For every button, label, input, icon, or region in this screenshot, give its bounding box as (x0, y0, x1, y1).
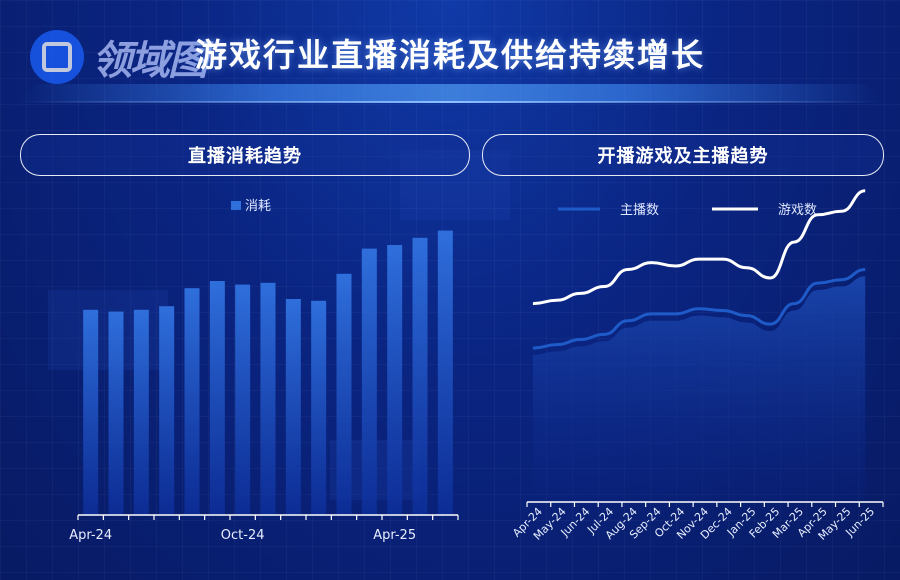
legend-label-consumption: 消耗 (245, 199, 271, 214)
bar-Nov-24 (260, 282, 276, 515)
title-underbar (18, 84, 882, 102)
logo-icon (30, 30, 84, 84)
bar-Sep-24 (209, 281, 225, 515)
legend-label-anchors: 主播数 (620, 203, 659, 218)
bar-Apr-24 (83, 309, 99, 515)
x-tick-label: Oct-24 (221, 528, 265, 543)
left-panel-title: 直播消耗趋势 (188, 146, 302, 167)
bar-Oct-24 (235, 284, 251, 515)
page-title: 游戏行业直播消耗及供给持续增长 (194, 36, 705, 74)
anchors-area-fill (532, 276, 866, 502)
right-panel-title: 开播游戏及主播趋势 (597, 146, 769, 167)
left-panel-header: 直播消耗趋势 (20, 134, 470, 176)
bar-Jan-25 (311, 300, 327, 515)
bar-Jun-24 (133, 309, 149, 515)
bar-Dec-24 (285, 299, 301, 515)
logo-text: 领域图 (92, 38, 208, 84)
title-underline (18, 101, 882, 103)
bar-Feb-25 (336, 273, 352, 515)
bar-Apr-25 (387, 245, 403, 515)
right-panel-header: 开播游戏及主播趋势 (482, 134, 884, 176)
bar-Mar-25 (361, 248, 377, 515)
series-line-anchors (532, 267, 866, 350)
bar-Aug-24 (184, 288, 200, 515)
bar-Jul-24 (159, 306, 175, 515)
bar-May-25 (412, 237, 428, 516)
bar-May-24 (108, 311, 124, 515)
brand-logo: 领域图 (30, 28, 208, 86)
bar-Jun-25 (437, 230, 453, 515)
series-line-games (532, 189, 866, 306)
x-tick-label: Apr-25 (373, 528, 416, 543)
legend-swatch-consumption (231, 201, 241, 210)
legend-label-games: 游戏数 (778, 203, 817, 218)
x-tick-label: Apr-24 (69, 528, 112, 543)
